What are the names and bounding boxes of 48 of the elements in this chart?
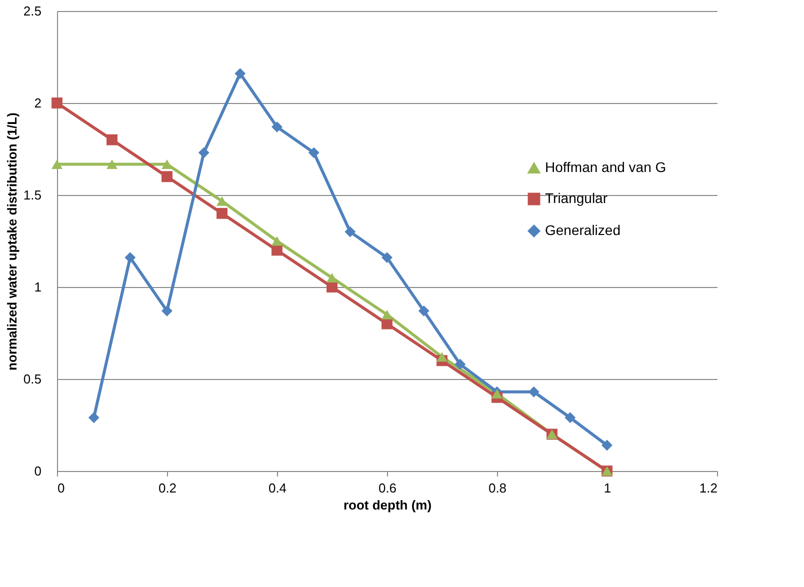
point (382, 310, 392, 320)
legend-label: Triangular (545, 190, 608, 206)
point (326, 273, 338, 283)
point (88, 412, 100, 424)
point (162, 171, 172, 182)
point (308, 147, 320, 158)
point (418, 305, 430, 316)
y-tick-label: 2.5 (23, 4, 42, 18)
x-tick-label: 0.2 (158, 480, 177, 496)
legend-label: Generalized (545, 222, 620, 238)
x-tick-label: 1 (604, 480, 612, 496)
point (216, 196, 228, 206)
y-axis-title: normalized water uptake distribution (1/L) (4, 112, 20, 370)
point (564, 412, 576, 424)
point (272, 236, 282, 246)
point (436, 352, 448, 362)
point (382, 252, 392, 264)
point (234, 68, 246, 80)
point (382, 318, 392, 330)
point (162, 305, 172, 316)
point (272, 121, 282, 132)
x-tick-label: 0.8 (488, 480, 507, 496)
y-tick-label: 0 (34, 464, 42, 478)
point (52, 160, 62, 170)
point (344, 226, 356, 238)
legend-label: Hoffman and van G (545, 159, 666, 175)
point (162, 160, 172, 170)
point (124, 252, 136, 264)
y-tick-label: 0.5 (23, 372, 42, 386)
x-tick-label: 0.4 (268, 480, 287, 496)
x-tick-label: 0 (58, 480, 65, 496)
x-tick-label: 1.2 (699, 480, 718, 496)
x-tick-label: 0.6 (378, 480, 397, 496)
y-tick-label: 1 (34, 280, 42, 294)
y-tick-label: 1.5 (23, 188, 42, 202)
point (454, 358, 466, 370)
point (272, 244, 282, 256)
point (106, 134, 118, 146)
point (216, 208, 228, 219)
point (198, 147, 210, 158)
x-axis-title: root depth (m) (343, 498, 432, 512)
point (106, 160, 118, 170)
point (52, 98, 62, 108)
y-tick-label: 2 (34, 96, 42, 110)
point (602, 440, 612, 451)
point (492, 388, 502, 398)
point (326, 282, 338, 292)
point (528, 386, 540, 398)
